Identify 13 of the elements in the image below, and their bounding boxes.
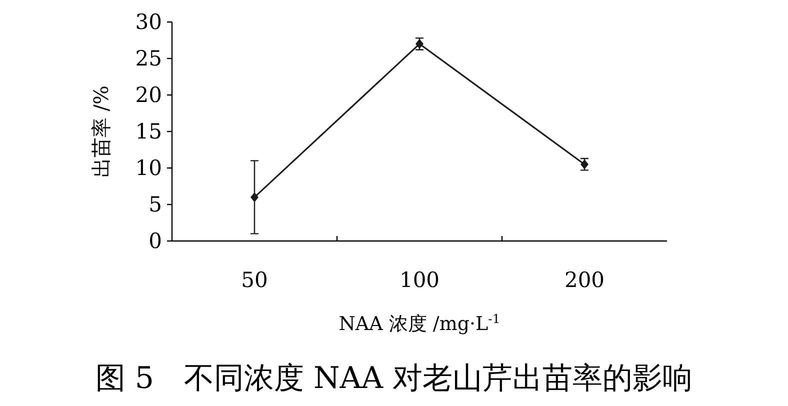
y-tick-label: 25 — [135, 46, 162, 70]
y-tick-label: 30 — [135, 10, 162, 34]
x-tick-label: 200 — [564, 268, 605, 292]
y-tick-label: 15 — [135, 120, 162, 144]
x-tick-label: 50 — [241, 268, 268, 292]
y-tick-label: 0 — [148, 229, 162, 253]
y-tick-label: 10 — [135, 156, 162, 180]
y-axis-title: 出苗率 /% — [89, 85, 113, 178]
x-tick-label: 100 — [399, 268, 440, 292]
y-tick-label: 20 — [135, 83, 162, 107]
y-tick-label: 5 — [148, 192, 162, 216]
text: 图 5 不同浓度 NAA 对老山芹出苗率的影响 — [95, 361, 693, 396]
x-axis-title: NAA 浓度 /mg·L$^{-1}$ — [338, 312, 500, 335]
